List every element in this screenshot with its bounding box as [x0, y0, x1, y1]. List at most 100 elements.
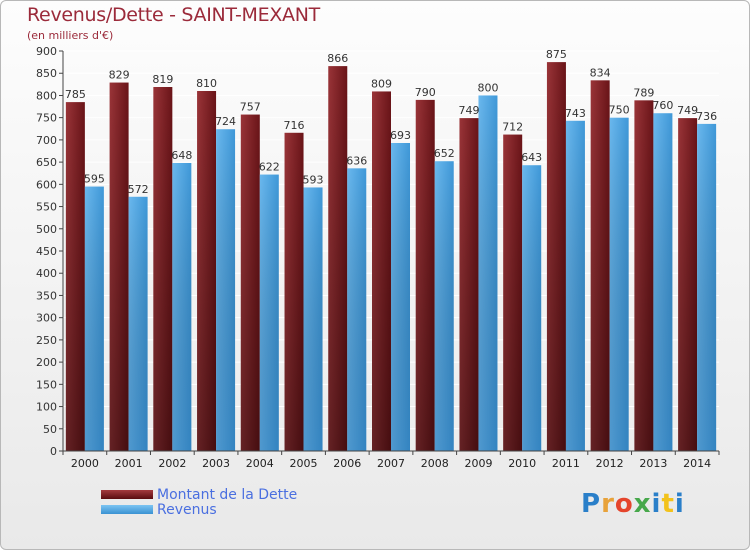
- data-label: 652: [434, 147, 455, 160]
- bar-debt-shade: [678, 118, 698, 451]
- y-tick-label: 50: [43, 423, 57, 436]
- chart-subtitle: (en milliers d'€): [27, 29, 114, 42]
- logo-letter: o: [614, 489, 634, 519]
- y-tick-label: 450: [36, 245, 57, 258]
- y-axis: 0 50 100 150 200 250 300 350 400 450 500 550 600 650 7…: [36, 45, 64, 458]
- bar-revenue-shade: [565, 120, 585, 452]
- data-label: 819: [152, 73, 173, 86]
- x-tick-label: 2013: [639, 457, 667, 470]
- x-tick-label: 2009: [464, 457, 492, 470]
- bar-revenue-shade: [259, 174, 279, 452]
- data-label: 829: [109, 69, 130, 82]
- x-axis: 2000 2001 2002 2003 2004 2005 2006 2007 2008 2009…: [62, 450, 720, 470]
- x-tick-label: 2007: [377, 457, 405, 470]
- bar-revenue-shade: [609, 117, 629, 452]
- y-tick-label: 150: [36, 378, 57, 391]
- bar-debt-shade: [546, 62, 566, 451]
- bar-debt-shade: [328, 66, 348, 451]
- x-tick-label: 2001: [115, 457, 143, 470]
- bar-debt-shade: [415, 99, 435, 451]
- data-label: 785: [65, 88, 86, 101]
- bar-debt-shade: [634, 100, 654, 451]
- data-label: 693: [390, 129, 411, 142]
- data-label: 750: [609, 104, 630, 117]
- x-tick-label: 2012: [596, 457, 624, 470]
- bars: [65, 62, 717, 452]
- proxiti-logo: Proxiti: [581, 489, 685, 519]
- y-tick-label: 350: [36, 289, 57, 302]
- y-tick-label: 400: [36, 267, 57, 280]
- x-tick-label: 2011: [552, 457, 580, 470]
- bar-revenue-shade: [478, 95, 498, 451]
- data-label: 789: [633, 86, 654, 99]
- y-tick-label: 200: [36, 356, 57, 369]
- data-label: 595: [84, 173, 105, 186]
- x-tick-label: 2004: [246, 457, 274, 470]
- legend-label-debt: Montant de la Dette: [157, 487, 298, 503]
- x-tick-label: 2000: [71, 457, 99, 470]
- bar-revenue-shade: [522, 165, 542, 451]
- y-tick-label: 800: [36, 89, 57, 102]
- data-labels: 785 595 829 572 819 648 810 724 757 622 716 593 866 6…: [65, 48, 717, 196]
- bar-debt-shade: [109, 82, 129, 452]
- x-tick-label: 2010: [508, 457, 536, 470]
- bar-revenue-shade: [172, 163, 192, 451]
- y-tick-label: 100: [36, 401, 57, 414]
- data-label: 790: [415, 86, 436, 99]
- bar-revenue-shade: [653, 113, 673, 451]
- data-label: 712: [502, 121, 523, 134]
- y-tick-label: 500: [36, 223, 57, 236]
- bar-debt-shade: [153, 87, 173, 451]
- data-label: 572: [128, 183, 149, 196]
- y-tick-label: 650: [36, 156, 57, 169]
- data-label: 736: [696, 110, 717, 123]
- data-label: 809: [371, 77, 392, 90]
- data-label: 724: [215, 115, 236, 128]
- bar-debt-shade: [503, 134, 523, 452]
- data-label: 716: [284, 119, 305, 132]
- bar-debt-shade: [284, 132, 304, 451]
- data-label: 593: [303, 173, 324, 186]
- data-label: 810: [196, 77, 217, 90]
- legend-swatch-revenue: [101, 505, 153, 514]
- logo-letter: i: [651, 489, 662, 519]
- y-tick-label: 750: [36, 112, 57, 125]
- logo-letter: r: [601, 489, 615, 519]
- legend-swatch-debt: [101, 490, 153, 499]
- data-label: 875: [546, 48, 567, 61]
- bar-debt-shade: [65, 102, 85, 451]
- bar-revenue-shade: [391, 143, 410, 451]
- data-label: 743: [565, 107, 586, 120]
- x-tick-label: 2008: [421, 457, 449, 470]
- x-tick-label: 2006: [333, 457, 361, 470]
- data-label: 648: [171, 149, 192, 162]
- bar-debt-shade: [197, 91, 217, 451]
- logo-letter: t: [661, 489, 675, 519]
- y-tick-label: 850: [36, 67, 57, 80]
- data-label: 636: [346, 154, 367, 167]
- x-tick-label: 2002: [158, 457, 186, 470]
- bar-debt-shade: [459, 118, 479, 451]
- bar-debt-shade: [240, 114, 260, 452]
- bar-revenue-shade: [347, 168, 367, 452]
- data-label: 757: [240, 101, 261, 114]
- logo-letter: P: [581, 489, 602, 519]
- bar-debt-shade: [372, 91, 391, 451]
- y-tick-label: 900: [36, 45, 57, 58]
- x-tick-label: 2003: [202, 457, 230, 470]
- bar-revenue-shade: [84, 186, 104, 452]
- bar-revenue-shade: [697, 123, 717, 451]
- y-tick-label: 250: [36, 334, 57, 347]
- bar-revenue-shade: [216, 129, 236, 451]
- data-label: 622: [259, 161, 280, 174]
- logo-letter: x: [633, 489, 652, 519]
- chart-title: Revenus/Dette - SAINT-MEXANT: [27, 4, 320, 26]
- y-tick-label: 700: [36, 134, 57, 147]
- y-tick-label: 300: [36, 312, 57, 325]
- y-tick-label: 550: [36, 201, 57, 214]
- y-tick-label: 0: [50, 445, 57, 458]
- bar-debt-shade: [590, 80, 610, 451]
- bar-revenue-shade: [434, 161, 454, 451]
- data-label: 749: [458, 104, 479, 117]
